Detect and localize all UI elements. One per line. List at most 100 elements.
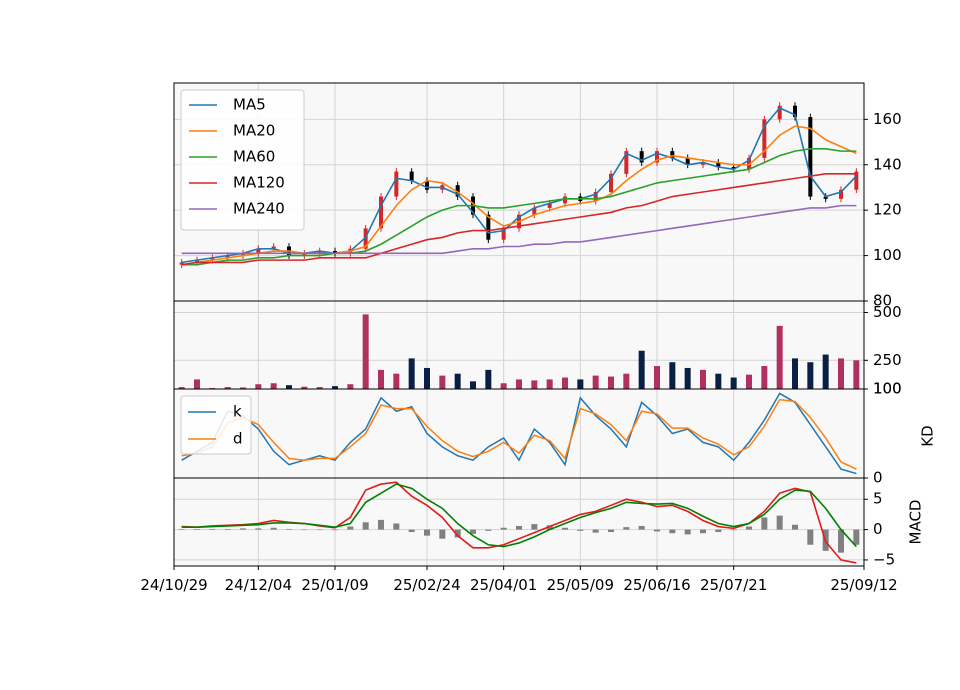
candle-body [624,151,629,174]
macd-histogram-bar [424,529,430,536]
macd-histogram-bar [224,528,231,530]
candle-body [823,196,828,199]
volume-bar [362,314,369,389]
volume-bar [454,373,461,389]
kd-panel [174,389,864,478]
candle-body [655,151,659,163]
kd-axis-title: KD [919,425,937,446]
candle-body [731,167,736,170]
macd-histogram-bar [454,529,461,538]
candle-body [379,196,383,229]
volume-bar [715,373,722,389]
volume-bar [807,362,814,389]
candle-body [363,228,368,249]
macd-histogram-bar [362,522,369,530]
legend-d-label: d [233,430,243,448]
macd-histogram-bar [209,528,216,530]
candle-body [839,189,843,199]
volume-bar [393,373,400,389]
macd-histogram-bar [408,529,415,533]
price-legend-box [180,89,305,231]
macd-histogram-bar [378,519,384,530]
candle-body [317,251,322,254]
volume-bar [224,387,231,389]
candle-body [670,151,675,158]
volume-bar [746,374,752,389]
candle-body [701,162,705,165]
macd-histogram-bar [500,527,507,530]
volume-bar [608,376,614,389]
candle-body [808,117,813,197]
candle-body [793,105,797,118]
candle-body [409,171,414,181]
price-legend: MA5 MA20 MA60 MA120 MA240 [180,89,305,231]
legend-ma240-label: MA240 [233,200,285,218]
candle-body [271,246,276,249]
y-tick-label: 0 [873,469,883,487]
y-tick-label: 500 [873,303,902,321]
macd-signal-line [181,483,857,548]
volume-bar [255,384,262,389]
kd-legend: k d [180,395,252,455]
volume-bar [485,369,492,389]
candle-body [302,253,307,256]
macd-histogram-bar [608,529,614,533]
candle-body [455,185,460,197]
macd-histogram-bar [792,524,798,530]
volume-bar [654,366,660,389]
volume-bar [424,367,430,389]
volume-bar [531,380,538,389]
volume-bar [347,384,354,389]
macd-histogram-bar [301,529,308,531]
macd-histogram-bar [807,529,814,545]
volume-bar [516,379,522,389]
macd-histogram-bar [516,525,522,530]
candle-body [501,228,506,240]
macd-histogram-bar [638,525,645,530]
candle-body [716,162,721,168]
volume-bar [286,385,292,389]
macd-histogram-bar [178,528,185,530]
volume-bar [332,386,338,389]
candle-body [241,253,245,256]
macd-histogram-bar [577,529,584,531]
volume-bar [822,354,829,389]
y-tick-label: 5 [873,490,883,508]
ma-line-ma60 [181,148,857,266]
candle-body [333,251,337,254]
y-tick-label: 140 [873,155,902,173]
legend-k-label: k [233,403,242,421]
macd-histogram-bar [592,529,599,533]
candle-body [225,255,230,258]
macd-histogram-bar [730,529,737,531]
macd-histogram-bar [531,524,538,530]
x-tick-label: 25/01/09 [301,576,368,594]
volume-bar [470,381,476,389]
candle-body [747,157,751,170]
x-tick-label: 25/02/24 [393,576,460,594]
kd-line-k [181,392,857,475]
macd-axis-title: MACD [907,500,925,545]
x-tick-label: 25/09/12 [830,576,897,594]
x-tick-label: 24/12/04 [225,576,292,594]
y-tick-label: 160 [873,110,902,128]
volume-panel [174,301,864,389]
volume-bar [838,358,844,389]
y-tick-label: 0 [873,520,883,538]
candle-body [195,260,199,263]
candle-body [685,157,690,165]
candle-body [256,248,261,254]
macd-histogram-bar [700,529,706,534]
candle-body [179,262,184,265]
volume-bar [623,373,630,389]
ma-line-ma20 [181,125,857,266]
macd-panel [174,478,864,566]
macd-histogram-bar [286,528,292,530]
volume-bar [408,358,415,389]
candle-body [609,173,613,192]
volume-bar [853,360,860,389]
y-tick-label: 100 [873,380,902,398]
candle-body [425,180,429,190]
candle-body [210,257,215,261]
